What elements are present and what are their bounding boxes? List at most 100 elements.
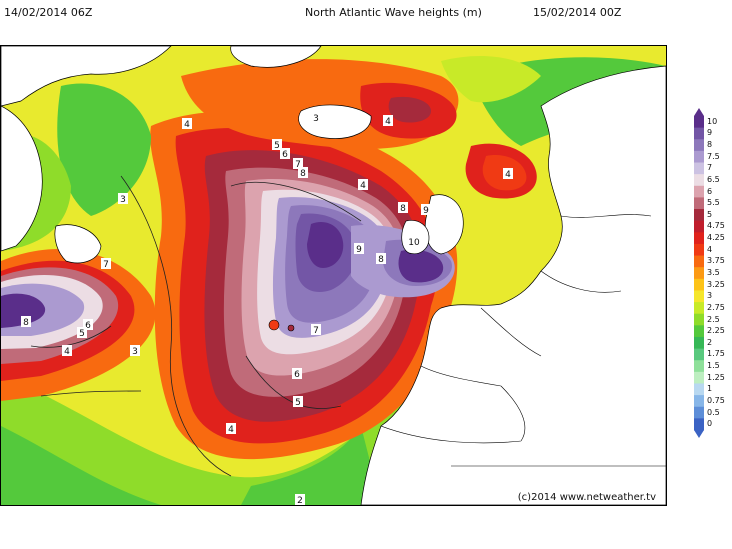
legend-label: 3.75: [707, 256, 725, 266]
contour-label: 8: [378, 255, 384, 265]
legend-swatch: [694, 336, 704, 350]
contour-label: 7: [295, 160, 301, 170]
contour-label: 5: [274, 141, 280, 151]
legend-label: 5: [707, 209, 713, 219]
contour-label-bg: [376, 253, 386, 264]
contour-label-bg: [118, 193, 128, 204]
contour-label-bg: [272, 139, 282, 150]
contour-label: 9: [356, 245, 362, 255]
legend-label: 8: [707, 140, 713, 150]
contour-label: 9: [423, 206, 429, 216]
contour-label-bg: [503, 168, 513, 179]
contour-label-bg: [311, 324, 321, 335]
contour-west-6: [30, 325, 112, 348]
greenland-east-land: [230, 46, 322, 68]
contour-label-bg: [101, 258, 111, 269]
contour-6: [245, 355, 342, 409]
greenland-land: [1, 46, 172, 107]
legend-swatch: [694, 220, 704, 233]
legend-top-arrow: [694, 108, 704, 116]
legend-label: 3.5: [707, 268, 720, 277]
contour-label-bg: [406, 236, 422, 247]
legend-label: 2.75: [707, 302, 725, 312]
legend-swatch: [694, 185, 704, 198]
copyright-credit: (c)2014 www.netweather.tv: [517, 492, 656, 503]
legend-swatch: [694, 174, 704, 187]
contour-label: 2: [297, 496, 303, 505]
labrador-sea-green: [57, 83, 151, 216]
contour-label: 5: [295, 398, 301, 408]
legend-swatch: [694, 139, 704, 152]
legend-label: 1: [707, 384, 713, 394]
legend-swatch: [694, 116, 704, 129]
legend-swatch: [694, 150, 704, 164]
contour-5: [230, 181, 362, 222]
legend-label: 0.5: [707, 407, 720, 417]
contour-label: 4: [64, 347, 70, 357]
legend-swatch: [694, 406, 704, 419]
legend-label: 10: [707, 116, 718, 126]
contour-label-bg: [226, 423, 236, 434]
contour-label-bg: [62, 345, 72, 356]
main-storm-core: [307, 222, 344, 268]
legend-label: 7: [707, 163, 713, 173]
legend-swatch: [694, 267, 704, 280]
contour-label-bg: [358, 179, 368, 190]
contour-label: 10: [408, 238, 420, 248]
contour-label: 4: [360, 181, 366, 191]
contour-label-bg: [292, 368, 302, 379]
legend-swatch: [694, 290, 704, 303]
legend-label: 2.5: [707, 314, 720, 324]
legend-label: 1.75: [707, 349, 725, 359]
legend-label: 0.75: [707, 395, 725, 405]
contour-label-bg: [293, 158, 303, 169]
legend-swatch: [694, 313, 704, 326]
legend-label: 1.5: [707, 361, 720, 371]
legend-swatch: [694, 162, 704, 175]
legend-label: 4.25: [707, 233, 725, 243]
contour-label-bg: [77, 327, 87, 338]
legend-label: 2: [707, 337, 713, 347]
contour-label-bg: [280, 148, 290, 159]
legend-swatch: [694, 418, 704, 431]
legend-label: 5.5: [707, 198, 720, 208]
contour-label: 4: [228, 425, 234, 435]
contour-label-bg: [298, 167, 308, 178]
contour-label: 6: [85, 321, 91, 331]
legend-label: 9: [707, 128, 713, 138]
europe-africa-land: [360, 65, 666, 505]
newfoundland-land: [54, 224, 102, 264]
country-borders: [380, 214, 666, 467]
legend-swatch: [694, 360, 704, 373]
contour-label: 4: [385, 117, 391, 127]
contour-label: 6: [294, 370, 300, 380]
legend-label: 3: [707, 291, 713, 301]
norwegian-sea-yellow: [441, 56, 541, 103]
contour-label: 3: [132, 347, 138, 357]
contour-label: 7: [103, 260, 109, 270]
legend-label: 2.25: [707, 326, 725, 336]
contour-4: [120, 175, 232, 477]
legend-swatch: [694, 383, 704, 396]
legend-swatch: [694, 371, 704, 384]
contour-label-bg: [295, 494, 305, 505]
contour-label-bg: [383, 115, 393, 126]
contour-west-3: [40, 390, 142, 397]
contour-label-bg: [421, 204, 431, 215]
contour-label: 8: [300, 169, 306, 179]
iceland-storm-crimson: [388, 96, 431, 123]
legend-bottom-arrow: [694, 430, 704, 438]
contour-label: 3: [313, 114, 319, 124]
legend-label: 4: [707, 244, 713, 254]
west-storm-core: [1, 293, 46, 328]
legend-label: 1.25: [707, 372, 725, 382]
contour-label-bg: [398, 202, 408, 213]
contour-label-bg: [83, 319, 93, 330]
legend-colorbar: [694, 108, 704, 438]
southern-low-waves: [1, 426, 161, 505]
contour-label-bg: [130, 345, 140, 356]
contour-label: 3: [120, 195, 126, 205]
legend-swatch: [694, 395, 704, 408]
